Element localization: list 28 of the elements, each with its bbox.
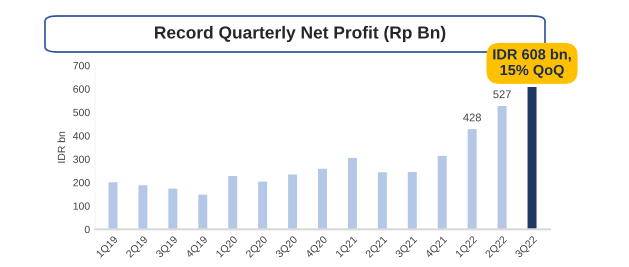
y-tick-label: 400 — [73, 132, 90, 140]
y-tick-label: 300 — [73, 156, 90, 163]
chart-title: Record Quarterly Net Profit (Rp Bn) — [155, 26, 446, 42]
y-tick-label: 100 — [74, 202, 90, 210]
bar — [228, 176, 238, 230]
bar — [138, 185, 148, 230]
bar — [348, 158, 357, 230]
bar — [408, 172, 417, 230]
y-tick-label: 500 — [73, 108, 90, 116]
bar — [438, 156, 447, 230]
bar — [468, 129, 477, 230]
bar — [108, 182, 118, 230]
y-tick-label: 600 — [73, 85, 90, 93]
y-tick-label: 700 — [73, 62, 90, 70]
bar — [318, 168, 327, 230]
data-label: 527 — [493, 90, 511, 98]
y-axis-title: IDR bn — [57, 132, 66, 163]
bar — [258, 182, 268, 230]
bar — [498, 106, 507, 230]
y-tick-label: 200 — [73, 179, 90, 186]
bar — [288, 174, 298, 230]
bar — [378, 172, 387, 230]
bar — [168, 188, 178, 230]
y-tick-label: 0 — [84, 226, 90, 234]
bar — [528, 87, 537, 230]
bar — [198, 194, 208, 230]
data-label: 428 — [463, 114, 481, 122]
annotation: IDR 608 bn, 15% QoQ — [493, 48, 571, 78]
